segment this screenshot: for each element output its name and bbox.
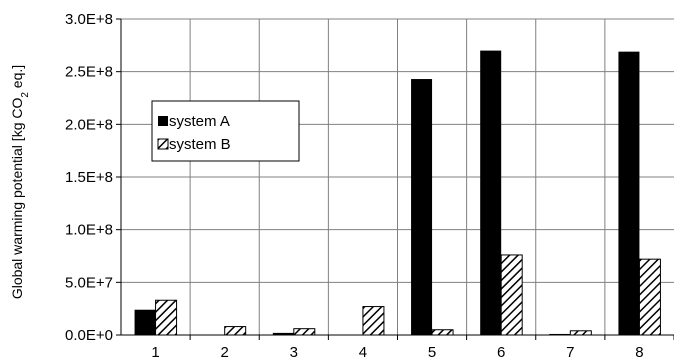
legend-box (151, 100, 300, 162)
legend-swatch-system-b (157, 138, 169, 150)
y-tick-label: 1.0E+8 (65, 222, 113, 239)
y-tick-label: 2.5E+8 (65, 64, 113, 81)
y-axis-title-main: Global warming potential [kg CO (9, 98, 25, 300)
bars (134, 50, 661, 336)
bar-system-b (431, 329, 454, 336)
y-axis-title-subscript: 2 (20, 92, 31, 98)
y-tick-label: 3.0E+8 (65, 11, 113, 28)
x-tick-label: 6 (497, 344, 505, 361)
legend-label-system-b: system B (169, 136, 231, 153)
bar-system-b (224, 326, 247, 336)
bar-system-a (549, 333, 571, 335)
bar-system-a (411, 79, 433, 335)
x-tick-label: 7 (566, 344, 574, 361)
x-tick-label: 3 (290, 344, 298, 361)
y-tick-label: 2.0E+8 (65, 116, 113, 133)
grid (121, 18, 674, 335)
x-tick-label: 4 (359, 344, 367, 361)
bar-system-b (638, 258, 661, 336)
bar-system-a (480, 50, 502, 335)
y-tick-label: 5.0E+7 (65, 274, 113, 291)
x-tick-label: 5 (428, 344, 436, 361)
x-tick-label: 1 (151, 344, 159, 361)
bar-system-a (618, 51, 640, 336)
y-axis-title: Global warming potential [kg CO2 eq.] (9, 65, 31, 299)
legend-swatch-system-a (158, 116, 168, 126)
y-tick-labels: 0.0E+0 5.0E+7 1.0E+8 1.5E+8 2.0E+8 2.5E+8 3.0E… (65, 11, 113, 344)
bar-system-b (362, 306, 385, 336)
bar-system-b (293, 328, 316, 336)
bar-system-b (500, 254, 523, 336)
x-tick-label: 8 (635, 344, 643, 361)
y-axis-title-tail: eq.] (9, 65, 25, 92)
bar-system-b (155, 299, 178, 336)
legend: system A system B (151, 100, 300, 162)
x-tick-labels: 1 2 3 4 5 6 7 8 (151, 344, 643, 361)
legend-label-system-a: system A (169, 113, 230, 130)
bar-system-a (134, 309, 156, 335)
y-tick-label: 1.5E+8 (65, 169, 113, 186)
axes (116, 18, 674, 340)
bar-system-a (272, 332, 294, 335)
y-tick-label: 0.0E+0 (65, 327, 113, 344)
bar-system-b (569, 330, 592, 336)
x-tick-label: 2 (221, 344, 229, 361)
